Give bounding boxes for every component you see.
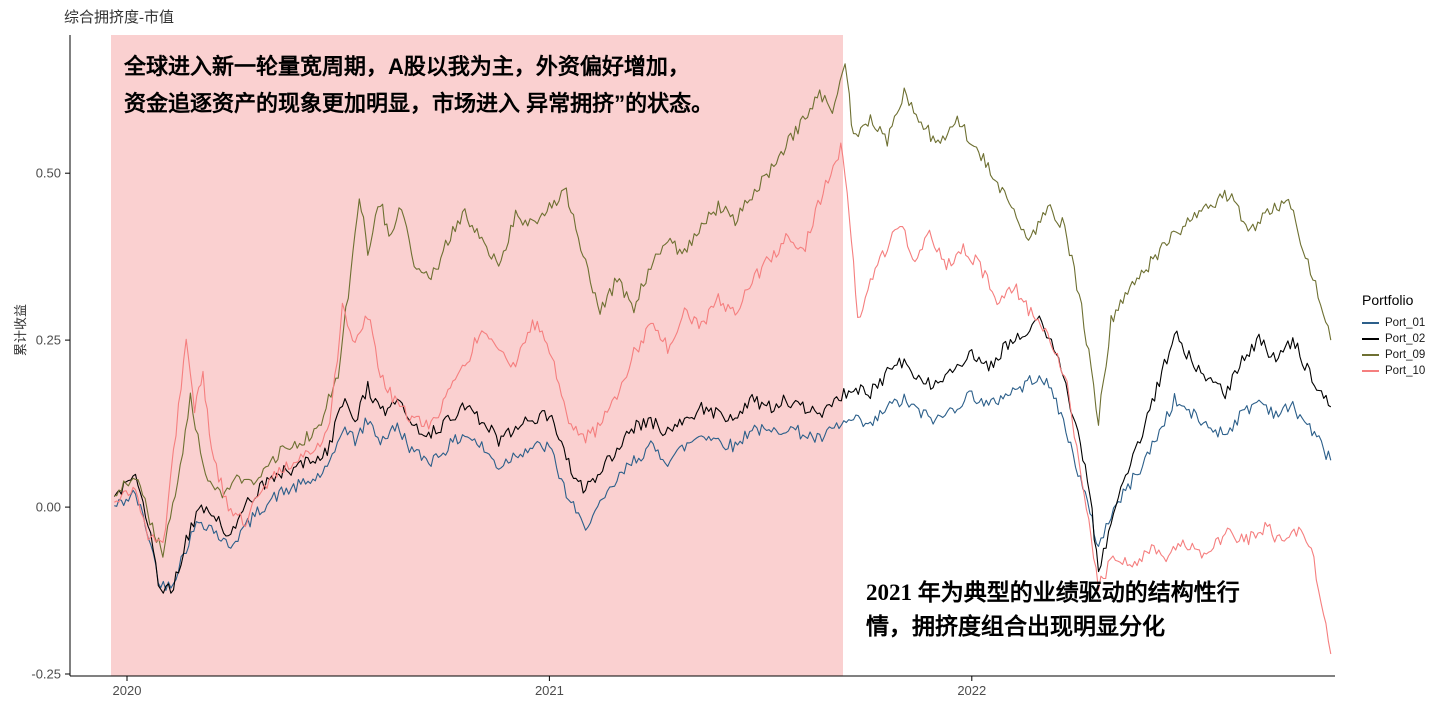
y-tick-label: 0.25 <box>36 333 61 348</box>
series-line-Port_09 <box>114 63 1332 558</box>
legend-label-port-02: Port_02 <box>1385 333 1426 345</box>
legend-key-port-10 <box>1362 370 1379 372</box>
legend-key-port-02 <box>1362 338 1379 340</box>
annotation-2021-note-line2: 情，拥挤度组合出现明显分化 <box>866 614 1165 639</box>
annotation-2021-note: 2021 年为典型的业绩驱动的结构性行 情，拥挤度组合出现明显分化 <box>866 576 1240 644</box>
legend-label-port-01: Port_01 <box>1385 317 1426 329</box>
legend-item-port-01: Port_01 <box>1362 317 1425 329</box>
y-axis-label: 累计收益 <box>13 304 28 357</box>
legend-key-port-09 <box>1362 354 1379 356</box>
y-tick-label: -0.25 <box>31 667 61 682</box>
y-tick-label: 0.50 <box>36 166 61 181</box>
annotation-qe-note-line1: 全球进入新一轮量宽周期，A股以我为主，外资偏好增加， <box>124 54 690 79</box>
legend-item-port-10: Port_10 <box>1362 365 1425 377</box>
chart-title: 综合拥挤度-市值 <box>64 10 174 26</box>
annotation-qe-note-line2: 资金追逐资产的现象更加明显，市场进入 异常拥挤”的状态。 <box>124 91 714 116</box>
legend-label-port-09: Port_09 <box>1385 349 1426 361</box>
legend-key-port-01 <box>1362 322 1379 324</box>
annotation-2021-note-line1: 2021 年为典型的业绩驱动的结构性行 <box>866 580 1240 605</box>
legend-title: Portfolio <box>1362 292 1414 308</box>
x-tick-label: 2020 <box>113 683 142 698</box>
x-tick-label: 2021 <box>535 683 564 698</box>
x-tick-label: 2022 <box>957 683 986 698</box>
y-tick-label: 0.00 <box>36 500 61 515</box>
series-line-Port_01 <box>114 375 1332 592</box>
legend-item-port-09: Port_09 <box>1362 349 1425 361</box>
highlight-region <box>111 35 843 676</box>
series-line-Port_02 <box>113 315 1332 594</box>
series-line-Port_10 <box>114 142 1332 655</box>
legend: Portfolio Port_01 Port_02 Port_09 Port_1… <box>1362 292 1425 381</box>
legend-item-port-02: Port_02 <box>1362 333 1425 345</box>
annotation-qe-note: 全球进入新一轮量宽周期，A股以我为主，外资偏好增加， 资金追逐资产的现象更加明显… <box>124 48 713 122</box>
legend-label-port-10: Port_10 <box>1385 365 1426 377</box>
